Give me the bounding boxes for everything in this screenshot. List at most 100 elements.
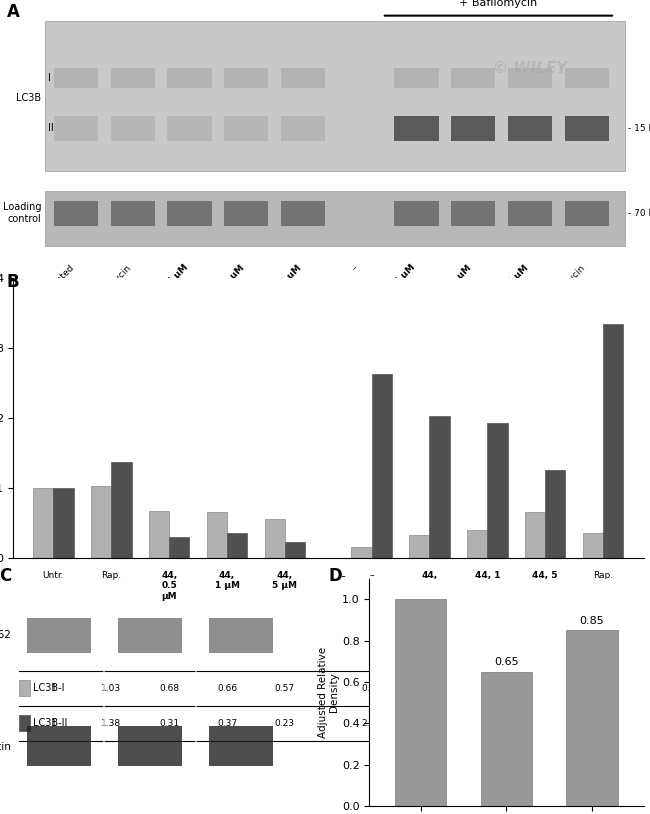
Bar — [44, 20, 625, 171]
Bar — [111, 462, 131, 558]
Text: LC3B-II: LC3B-II — [33, 718, 68, 728]
Bar — [118, 619, 182, 653]
Bar — [410, 535, 430, 558]
Text: 44,
0.5
μM: 44, 0.5 μM — [161, 571, 177, 601]
Text: 1.03: 1.03 — [101, 684, 122, 693]
Bar — [430, 416, 450, 558]
Text: 44, 1 μM: 44, 1 μM — [436, 263, 473, 300]
Text: p62: p62 — [0, 631, 11, 641]
Bar — [565, 200, 609, 225]
Text: 2.64: 2.64 — [361, 719, 382, 728]
Text: + Bafilomycin: + Bafilomycin — [468, 658, 541, 668]
Bar — [352, 547, 372, 558]
Bar — [19, 680, 31, 697]
Text: C: C — [0, 567, 12, 585]
Y-axis label: Adjusted Relative
Density: Adjusted Relative Density — [317, 646, 339, 737]
Bar — [54, 68, 98, 88]
Text: 2.03: 2.03 — [419, 719, 439, 728]
Text: I: I — [47, 73, 51, 83]
Text: + Bafilomycin: + Bafilomycin — [460, 0, 538, 8]
Bar — [265, 519, 285, 558]
Text: Untr.: Untr. — [43, 571, 64, 580]
Text: Untreated: Untreated — [38, 263, 76, 302]
Bar — [227, 532, 247, 558]
Text: © WILEY: © WILEY — [493, 60, 567, 76]
Bar — [488, 422, 508, 558]
Bar — [603, 324, 623, 558]
Text: 1: 1 — [51, 684, 57, 693]
Text: 1.94: 1.94 — [477, 719, 497, 728]
Text: Rapamycin: Rapamycin — [545, 263, 587, 305]
Bar — [508, 200, 552, 225]
Bar — [168, 116, 212, 141]
Bar — [91, 486, 111, 558]
Text: 44, 1 μM: 44, 1 μM — [209, 263, 246, 300]
Bar — [224, 200, 268, 225]
Text: 44, 5 μM: 44, 5 μM — [492, 263, 530, 300]
Bar — [525, 511, 545, 558]
Text: B: B — [6, 273, 20, 291]
Text: 0.4: 0.4 — [480, 684, 495, 693]
Bar — [27, 726, 90, 766]
Text: II: II — [47, 123, 53, 133]
Bar — [224, 116, 268, 141]
Bar — [451, 116, 495, 141]
Bar — [118, 726, 182, 766]
Text: 44, 5
μM: 44, 5 μM — [532, 571, 558, 590]
Bar — [451, 68, 495, 88]
Text: 1.26: 1.26 — [535, 719, 555, 728]
Bar — [207, 512, 227, 558]
Text: - 15 kDa: - 15 kDa — [628, 124, 650, 133]
Bar — [467, 531, 488, 558]
Text: 0.67: 0.67 — [535, 684, 555, 693]
Text: 44,
5 μM: 44, 5 μM — [272, 571, 297, 590]
Bar — [508, 116, 552, 141]
Bar — [508, 68, 552, 88]
Text: 1.38: 1.38 — [101, 719, 122, 728]
Text: 44,
1 μM: 44, 1 μM — [214, 571, 239, 590]
Bar — [111, 68, 155, 88]
Text: 0.37: 0.37 — [217, 719, 237, 728]
Bar — [281, 68, 325, 88]
Bar — [168, 200, 212, 225]
Text: –: – — [350, 263, 360, 273]
Bar — [209, 619, 274, 653]
Text: A: A — [6, 3, 20, 21]
Bar — [111, 200, 155, 225]
Text: 0.23: 0.23 — [275, 719, 295, 728]
Text: Rapamycin: Rapamycin — [91, 263, 133, 305]
Text: 44, 0.5 μM: 44, 0.5 μM — [372, 263, 417, 308]
Bar — [224, 68, 268, 88]
Text: 44, 5 μM: 44, 5 μM — [265, 263, 303, 300]
Bar — [545, 470, 566, 558]
Text: 3.35: 3.35 — [593, 719, 613, 728]
Bar — [169, 536, 189, 558]
Bar — [54, 116, 98, 141]
Bar — [53, 488, 73, 558]
Bar — [395, 116, 439, 141]
Text: 1: 1 — [51, 719, 57, 728]
Bar — [565, 116, 609, 141]
Bar — [395, 200, 439, 225]
Text: Rap.: Rap. — [593, 571, 613, 580]
Text: D: D — [328, 567, 342, 585]
Text: LC3B-I: LC3B-I — [33, 683, 65, 693]
Bar — [149, 511, 169, 558]
Bar — [395, 599, 447, 806]
Text: 44, 0.5 μM: 44, 0.5 μM — [145, 263, 190, 308]
Text: –: – — [369, 571, 374, 580]
Bar — [395, 68, 439, 88]
Bar — [209, 726, 274, 766]
Text: Rap.: Rap. — [101, 571, 122, 580]
Bar — [566, 630, 618, 806]
Bar — [583, 532, 603, 558]
Text: 0.31: 0.31 — [159, 719, 179, 728]
Text: 0.65: 0.65 — [494, 658, 519, 667]
Text: Loading
control: Loading control — [3, 202, 42, 224]
Text: 0.37: 0.37 — [593, 684, 613, 693]
Text: 0.85: 0.85 — [580, 616, 604, 626]
Text: –: – — [340, 571, 345, 581]
Text: 0.66: 0.66 — [217, 684, 237, 693]
Bar — [19, 715, 31, 732]
Bar — [111, 116, 155, 141]
